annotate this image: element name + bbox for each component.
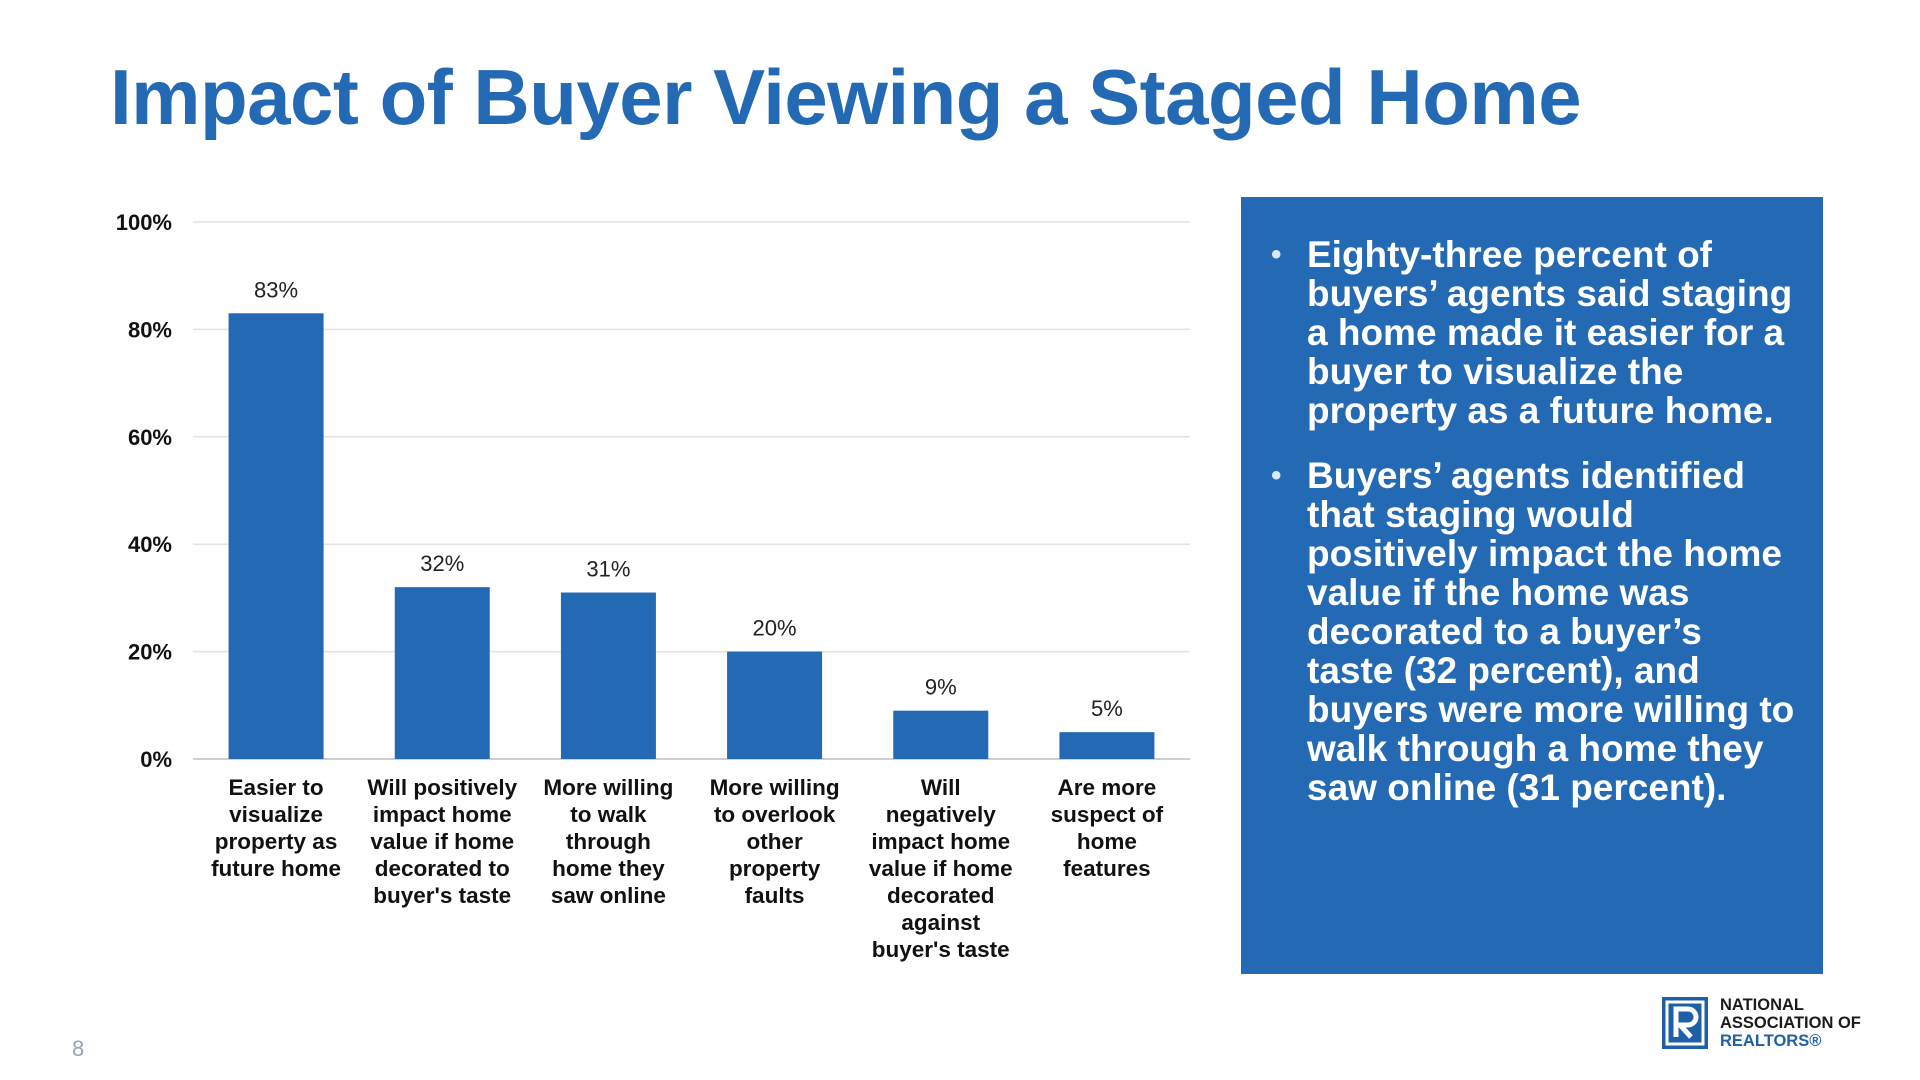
x-category-label-line: Will positively	[367, 775, 518, 800]
x-category-label-line: impact home	[871, 829, 1011, 854]
summary-bullet-text: Eighty-three percent of buyers’ agents s…	[1307, 234, 1793, 431]
data-label: 32%	[420, 551, 464, 576]
data-label: 5%	[1091, 696, 1123, 721]
x-category-label-line: other	[746, 829, 803, 854]
x-category-label-line: features	[1063, 856, 1151, 881]
summary-bullet: • Buyers’ agents identified that staging…	[1269, 456, 1795, 807]
x-category-label-line: to walk	[570, 802, 647, 827]
x-category-label-line: property	[728, 856, 821, 881]
x-category-label-line: buyer's taste	[871, 937, 1010, 962]
x-category-label-line: buyer's taste	[373, 883, 512, 908]
summary-bullet: • Eighty-three percent of buyers’ agents…	[1269, 235, 1795, 430]
x-category-label-line: More willing	[543, 775, 674, 800]
x-category-label-line: future home	[211, 856, 342, 881]
y-tick-label: 100%	[116, 210, 172, 235]
x-category-label-line: Are more	[1057, 775, 1157, 800]
bar-chart: 0% 20% 40% 60% 80% 100% 83% 32% 31% 20% 9% 5%	[116, 210, 1190, 772]
bar	[727, 651, 823, 759]
x-category-label-line: More willing	[709, 775, 840, 800]
x-category-label-line: suspect of	[1050, 802, 1164, 827]
nar-logo: NATIONAL ASSOCIATION OF REALTORS®	[1662, 996, 1861, 1050]
summary-panel: • Eighty-three percent of buyers’ agents…	[1241, 197, 1823, 974]
x-category-label-line: faults	[744, 883, 805, 908]
x-category-label: Will negatively impact home value if home de…	[861, 774, 1021, 963]
x-category-label-line: value if home	[868, 856, 1013, 881]
page-title: Impact of Buyer Viewing a Staged Home	[110, 53, 1582, 141]
x-category-label-line: value if home	[370, 829, 515, 854]
logo-line-realtors: REALTORS®	[1720, 1032, 1822, 1050]
y-tick-label: 0%	[140, 747, 172, 772]
x-category-label-line: Easier to	[228, 775, 324, 800]
bar	[228, 313, 324, 759]
realtor-r-icon	[1662, 997, 1708, 1049]
bar	[560, 592, 656, 759]
logo-line-association: ASSOCIATION OF	[1720, 1014, 1861, 1032]
bar	[893, 710, 989, 759]
logo-text: NATIONAL ASSOCIATION OF REALTORS®	[1720, 996, 1861, 1050]
data-label: 20%	[753, 616, 797, 641]
x-category-label: Will positively impact home value if home d…	[362, 774, 522, 909]
x-category-label: Are more suspect of home features	[1027, 774, 1187, 882]
bar	[394, 587, 490, 759]
bar	[1059, 732, 1155, 759]
x-category-label-line: decorated to	[374, 856, 510, 881]
summary-bullets: • Eighty-three percent of buyers’ agents…	[1269, 235, 1795, 807]
y-tick-label: 20%	[128, 640, 172, 665]
bullet-icon: •	[1271, 238, 1282, 271]
x-category-label-line: visualize	[229, 802, 323, 827]
x-category-label-line: decorated	[886, 883, 995, 908]
x-category-label: More willing to overlook other property faul…	[695, 774, 855, 909]
page-number: 8	[72, 1036, 85, 1061]
y-tick-label: 60%	[128, 425, 172, 450]
summary-bullet-text: Buyers’ agents identified that staging w…	[1307, 455, 1795, 808]
x-category-label-line: home they	[552, 856, 665, 881]
x-category-label-line: property as	[214, 829, 338, 854]
x-category-label-line: to overlook	[713, 802, 836, 827]
x-category-label-line: impact home	[372, 802, 512, 827]
y-tick-label: 40%	[128, 532, 172, 557]
x-category-label-line: against	[901, 910, 981, 935]
data-label: 31%	[586, 557, 630, 582]
data-label: 9%	[925, 675, 957, 700]
x-category-label: More willing to walk through home they saw o…	[528, 774, 688, 909]
x-category-label-line: negatively	[885, 802, 996, 827]
x-category-label-line: home	[1076, 829, 1137, 854]
data-label: 83%	[254, 277, 298, 302]
bullet-icon: •	[1271, 459, 1282, 492]
x-category-label: Easier to visualize property as future home	[196, 774, 356, 882]
x-category-label-line: saw online	[550, 883, 666, 908]
x-category-label-line: through	[565, 829, 651, 854]
x-category-label-line: Will	[920, 775, 961, 800]
logo-line-national: NATIONAL	[1720, 996, 1805, 1014]
y-tick-label: 80%	[128, 317, 172, 342]
